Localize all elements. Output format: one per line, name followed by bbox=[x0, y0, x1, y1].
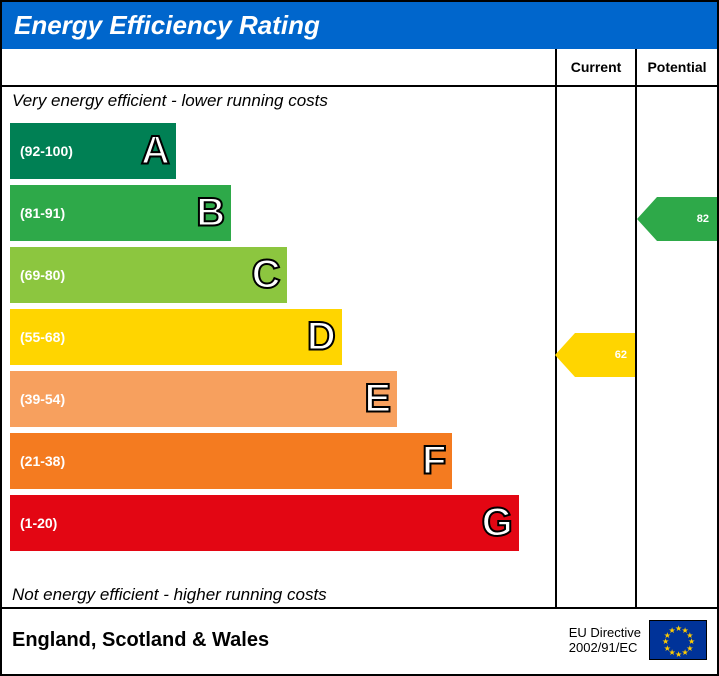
band-g: (1-20) G bbox=[10, 495, 519, 551]
note-inefficient: Not energy efficient - higher running co… bbox=[2, 581, 337, 609]
chart-grid: Very energy efficient - lower running co… bbox=[2, 49, 717, 609]
band-c: (69-80) C bbox=[10, 247, 287, 303]
chart-title: Energy Efficiency Rating bbox=[2, 2, 717, 49]
band-letter: D bbox=[307, 315, 336, 360]
potential-value: 82 bbox=[697, 213, 709, 225]
epc-chart: Energy Efficiency Rating Very energy eff… bbox=[0, 0, 719, 676]
eu-directive-line1: EU Directive bbox=[569, 625, 641, 640]
band-range: (39-54) bbox=[10, 391, 65, 407]
band-f: (21-38) F bbox=[10, 433, 452, 489]
current-value: 62 bbox=[615, 349, 627, 361]
band-b: (81-91) B bbox=[10, 185, 231, 241]
band-range: (21-38) bbox=[10, 453, 65, 469]
band-letter: G bbox=[482, 501, 513, 546]
band-e: (39-54) E bbox=[10, 371, 397, 427]
band-range: (1-20) bbox=[10, 515, 57, 531]
band-d: (55-68) D bbox=[10, 309, 342, 365]
eu-directive-line2: 2002/91/EC bbox=[569, 640, 641, 655]
band-letter: C bbox=[252, 253, 281, 298]
note-efficient: Very energy efficient - lower running co… bbox=[2, 87, 338, 115]
bands-container: (92-100) A (81-91) B (69-80) C (55-68) D (39-54)… bbox=[2, 117, 555, 557]
eu-star-icon: ★ bbox=[669, 626, 676, 635]
eu-flag-icon: ★★★★★★★★★★★★ bbox=[649, 620, 707, 660]
band-letter: A bbox=[141, 129, 170, 174]
footer: England, Scotland & Wales EU Directive 2… bbox=[2, 609, 717, 671]
current-body: 62 bbox=[557, 87, 635, 609]
potential-header: Potential bbox=[637, 49, 717, 87]
potential-column: Potential 82 bbox=[637, 49, 717, 609]
band-range: (69-80) bbox=[10, 267, 65, 283]
current-header: Current bbox=[557, 49, 635, 87]
bands-header bbox=[2, 49, 555, 87]
band-range: (81-91) bbox=[10, 205, 65, 221]
eu-block: EU Directive 2002/91/EC ★★★★★★★★★★★★ bbox=[569, 620, 707, 660]
band-letter: E bbox=[364, 377, 391, 422]
bands-column: Very energy efficient - lower running co… bbox=[2, 49, 557, 609]
band-letter: B bbox=[196, 191, 225, 236]
region-label: England, Scotland & Wales bbox=[12, 629, 269, 652]
eu-star-icon: ★ bbox=[675, 650, 682, 659]
band-range: (55-68) bbox=[10, 329, 65, 345]
band-range: (92-100) bbox=[10, 143, 73, 159]
eu-directive-text: EU Directive 2002/91/EC bbox=[569, 625, 641, 655]
current-column: Current 62 bbox=[557, 49, 637, 609]
eu-star-icon: ★ bbox=[682, 648, 689, 657]
band-letter: F bbox=[422, 439, 446, 484]
potential-pointer: 82 bbox=[637, 197, 717, 241]
band-a: (92-100) A bbox=[10, 123, 176, 179]
potential-body: 82 bbox=[637, 87, 717, 609]
current-pointer: 62 bbox=[555, 333, 635, 377]
bands-body: Very energy efficient - lower running co… bbox=[2, 87, 555, 609]
